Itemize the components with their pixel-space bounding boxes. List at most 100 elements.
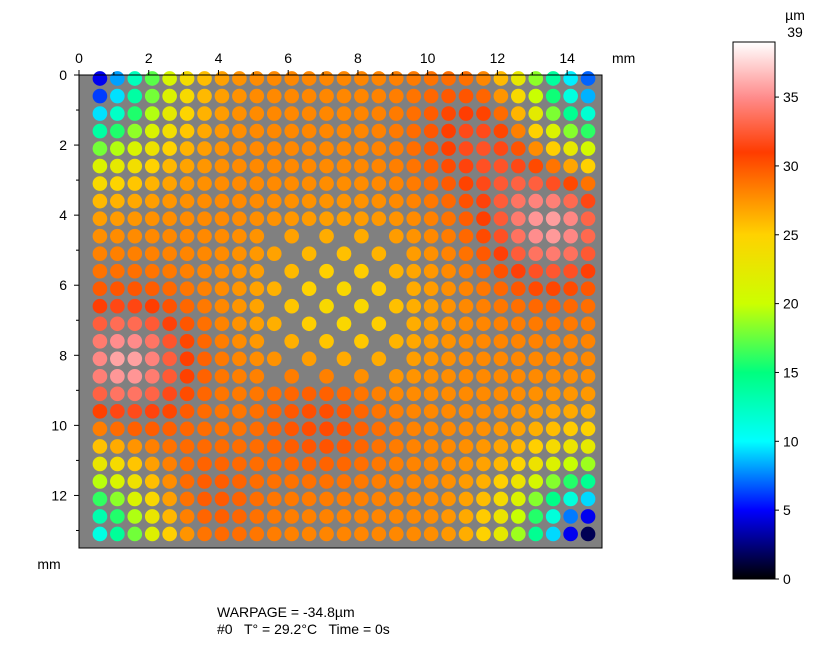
solder-bump [528, 176, 544, 191]
solder-bump [144, 71, 160, 86]
solder-bump [371, 404, 387, 419]
solder-bump [301, 193, 317, 209]
solder-bump [528, 281, 544, 297]
solder-bump [162, 298, 177, 314]
solder-bump [580, 211, 596, 226]
solder-bump [354, 123, 369, 139]
solder-bump [197, 474, 212, 489]
solder-bump [580, 491, 596, 507]
solder-bump [511, 211, 526, 226]
solder-bump [354, 526, 369, 542]
solder-bump [563, 211, 578, 226]
solder-bump [197, 333, 212, 349]
solder-bump [545, 88, 561, 104]
solder-bump [179, 404, 195, 419]
solder-bump [476, 421, 491, 437]
solder-bump [406, 439, 422, 454]
solder-bump [388, 158, 404, 174]
solder-bump [563, 316, 578, 332]
solder-bump [423, 176, 439, 191]
solder-bump [232, 404, 247, 419]
solder-bump [284, 263, 300, 279]
solder-bump [336, 456, 352, 472]
solder-bump [545, 106, 561, 121]
solder-bump [110, 141, 125, 156]
solder-bump [493, 176, 509, 191]
solder-bump [563, 106, 578, 121]
solder-bump [476, 211, 491, 226]
solder-bump [476, 228, 491, 244]
solder-bump [476, 404, 491, 419]
solder-bump [214, 123, 230, 139]
solder-bump [284, 123, 300, 139]
colorbar-tick-label: 15 [783, 364, 799, 380]
solder-bump [493, 526, 509, 542]
solder-bump [528, 211, 544, 226]
solder-bump [249, 123, 265, 139]
solder-bump [545, 333, 561, 349]
solder-bump [354, 333, 369, 349]
solder-bump [371, 509, 387, 524]
solder-bump [144, 404, 160, 419]
solder-bump [406, 474, 422, 489]
solder-bump [197, 123, 212, 139]
solder-bump [144, 474, 160, 489]
solder-bump [545, 158, 561, 174]
solder-bump [127, 456, 143, 472]
solder-bump [319, 333, 334, 349]
solder-bump [249, 298, 265, 314]
solder-bump [371, 439, 387, 454]
solder-bump [197, 491, 212, 507]
solder-bump [476, 316, 491, 332]
solder-bump [162, 281, 177, 297]
solder-bump [493, 281, 509, 297]
solder-bump [511, 263, 526, 279]
solder-bump [388, 88, 404, 104]
solder-bump [232, 439, 247, 454]
solder-bump [406, 456, 422, 472]
solder-bump [336, 281, 352, 297]
solder-bump [232, 456, 247, 472]
solder-bump [232, 263, 247, 279]
solder-bump [197, 509, 212, 524]
solder-bump [354, 404, 369, 419]
solder-bump [511, 386, 526, 402]
solder-bump [476, 509, 491, 524]
solder-bump [214, 263, 230, 279]
solder-bump [162, 123, 177, 139]
solder-bump [563, 298, 578, 314]
solder-bump [144, 281, 160, 297]
solder-bump [371, 211, 387, 226]
solder-bump [493, 439, 509, 454]
solder-bump [92, 158, 108, 174]
solder-bump [214, 246, 230, 262]
solder-bump [563, 491, 578, 507]
y-tick-label: 2 [59, 137, 67, 153]
x-tick-label: 12 [490, 50, 506, 66]
solder-bump [563, 333, 578, 349]
warpage-value: WARPAGE = -34.8µm [217, 604, 355, 620]
solder-bump [232, 421, 247, 437]
solder-bump [266, 386, 282, 402]
solder-bump [214, 439, 230, 454]
solder-bump [284, 211, 300, 226]
solder-bump [197, 193, 212, 209]
solder-bump [92, 281, 108, 297]
solder-bump [388, 439, 404, 454]
solder-bump [406, 316, 422, 332]
solder-bump [127, 176, 143, 191]
solder-bump [284, 456, 300, 472]
solder-bump [458, 176, 474, 191]
solder-bump [423, 263, 439, 279]
solder-bump [232, 474, 247, 489]
solder-bump [423, 123, 439, 139]
solder-bump [92, 246, 108, 262]
solder-bump [214, 474, 230, 489]
solder-bump [232, 71, 247, 86]
colorbar-tick-label: 35 [783, 89, 799, 105]
solder-bump [511, 158, 526, 174]
solder-bump [110, 369, 125, 384]
solder-bump [144, 158, 160, 174]
solder-bump [580, 333, 596, 349]
